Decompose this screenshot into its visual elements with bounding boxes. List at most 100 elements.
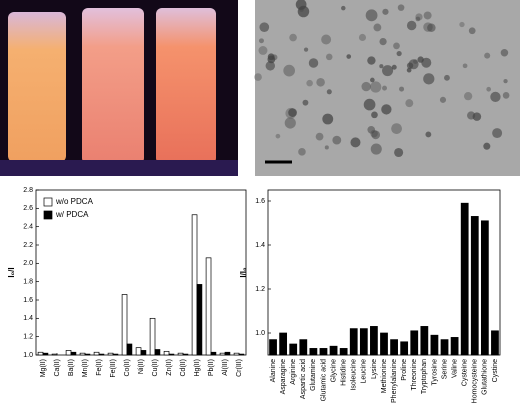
legend-label: w/o PDCA bbox=[55, 197, 94, 206]
particle bbox=[265, 61, 276, 71]
x-tick-label: Hg(II) bbox=[194, 359, 201, 377]
bar bbox=[390, 339, 398, 356]
particle bbox=[373, 23, 382, 32]
particle bbox=[346, 54, 352, 59]
particle bbox=[258, 46, 268, 55]
particle bbox=[325, 53, 333, 61]
bar bbox=[98, 353, 105, 356]
particle bbox=[350, 137, 361, 148]
particle bbox=[381, 104, 392, 115]
bar bbox=[238, 353, 245, 356]
particle bbox=[302, 99, 309, 106]
bar bbox=[51, 353, 58, 356]
photo-tubes bbox=[0, 0, 238, 176]
particle bbox=[367, 56, 376, 65]
x-tick-label: Alanine bbox=[270, 359, 277, 382]
particle bbox=[463, 91, 473, 101]
x-tick-label: Pb(II) bbox=[208, 359, 215, 376]
x-tick-label: Mg(II) bbox=[40, 359, 47, 377]
particle bbox=[316, 78, 325, 87]
bar bbox=[460, 202, 469, 356]
x-tick-label: Tryptophan bbox=[421, 359, 428, 394]
particle bbox=[289, 33, 297, 42]
bar bbox=[430, 334, 439, 356]
bar bbox=[107, 352, 114, 356]
x-tick-label: Cr(III) bbox=[236, 359, 243, 377]
y-tick-label: 1.4 bbox=[23, 315, 33, 322]
bar bbox=[126, 343, 133, 356]
particle bbox=[397, 4, 405, 11]
particle bbox=[259, 22, 270, 32]
x-tick-label: Lysine bbox=[371, 359, 378, 379]
particle bbox=[472, 112, 482, 121]
particle bbox=[439, 96, 447, 103]
x-tick-label: Asparagine bbox=[280, 359, 287, 395]
bar bbox=[339, 348, 348, 356]
particle bbox=[283, 64, 295, 77]
particle bbox=[413, 59, 418, 64]
particle bbox=[415, 13, 423, 21]
y-tick-label: 2.0 bbox=[23, 260, 33, 267]
bar bbox=[70, 351, 77, 356]
particle bbox=[396, 50, 402, 57]
y-tick-label: 2.4 bbox=[23, 224, 33, 231]
bar bbox=[299, 339, 308, 356]
x-tick-label: Glutamic acid bbox=[320, 359, 327, 402]
x-tick-label: Histidine bbox=[340, 359, 347, 386]
bar bbox=[121, 294, 128, 356]
particle bbox=[322, 113, 334, 125]
x-tick-label: Aspartic acid bbox=[300, 359, 307, 399]
bar bbox=[491, 330, 499, 356]
particle bbox=[490, 91, 501, 103]
y-axis-label: I/I₀ bbox=[239, 267, 248, 278]
particle bbox=[295, 0, 307, 10]
x-tick-label: Proline bbox=[401, 359, 408, 381]
particle bbox=[492, 128, 503, 139]
photo-tem bbox=[254, 0, 520, 176]
x-tick-label: Phenylalanine bbox=[391, 359, 398, 403]
x-tick-label: Arginine bbox=[290, 359, 297, 385]
particle bbox=[484, 52, 491, 59]
y-tick-label: 2.8 bbox=[23, 187, 33, 194]
particle bbox=[468, 27, 476, 35]
bar bbox=[205, 257, 212, 356]
particle bbox=[358, 33, 367, 42]
x-tick-label: Threonine bbox=[411, 359, 418, 391]
y-tick-label: 1.0 bbox=[255, 330, 265, 337]
bar bbox=[182, 353, 189, 356]
legend-label: w/ PDCA bbox=[55, 210, 89, 219]
particle bbox=[370, 129, 378, 138]
bar bbox=[470, 216, 479, 356]
particle bbox=[298, 148, 306, 156]
particle bbox=[415, 16, 421, 22]
particle bbox=[444, 74, 450, 81]
bar bbox=[168, 353, 175, 356]
particle bbox=[427, 23, 436, 32]
x-tick-label: Tyrosine bbox=[431, 359, 438, 386]
particle bbox=[406, 20, 417, 31]
x-tick-label: Cu(II) bbox=[152, 359, 159, 377]
particle bbox=[341, 5, 346, 11]
bar bbox=[349, 328, 358, 356]
particle bbox=[315, 132, 324, 141]
bar bbox=[309, 348, 318, 356]
particle bbox=[423, 22, 433, 32]
bar bbox=[370, 326, 378, 356]
x-tick-label: Valine bbox=[451, 359, 458, 378]
x-tick-label: Fe(II) bbox=[96, 359, 103, 376]
x-tick-label: Glycine bbox=[330, 359, 337, 382]
particle bbox=[284, 117, 296, 129]
bar bbox=[380, 332, 388, 356]
particle bbox=[370, 77, 375, 83]
x-tick-label: Ni(II) bbox=[138, 359, 145, 374]
particle bbox=[462, 63, 468, 69]
bar bbox=[279, 332, 288, 356]
x-tick-label: Homocysteine bbox=[472, 359, 479, 403]
particle bbox=[267, 53, 275, 61]
particle bbox=[399, 86, 405, 92]
y-tick-label: 2.2 bbox=[23, 242, 33, 249]
x-tick-label: Mn(II) bbox=[82, 359, 89, 377]
bar bbox=[93, 351, 100, 356]
particle bbox=[405, 99, 414, 108]
bar bbox=[219, 352, 226, 356]
